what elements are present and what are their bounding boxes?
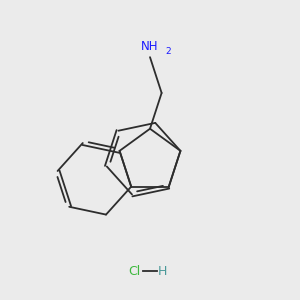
- Text: 2: 2: [166, 47, 171, 56]
- Text: H: H: [158, 265, 168, 278]
- Text: NH: NH: [141, 40, 159, 53]
- Text: Cl: Cl: [128, 265, 140, 278]
